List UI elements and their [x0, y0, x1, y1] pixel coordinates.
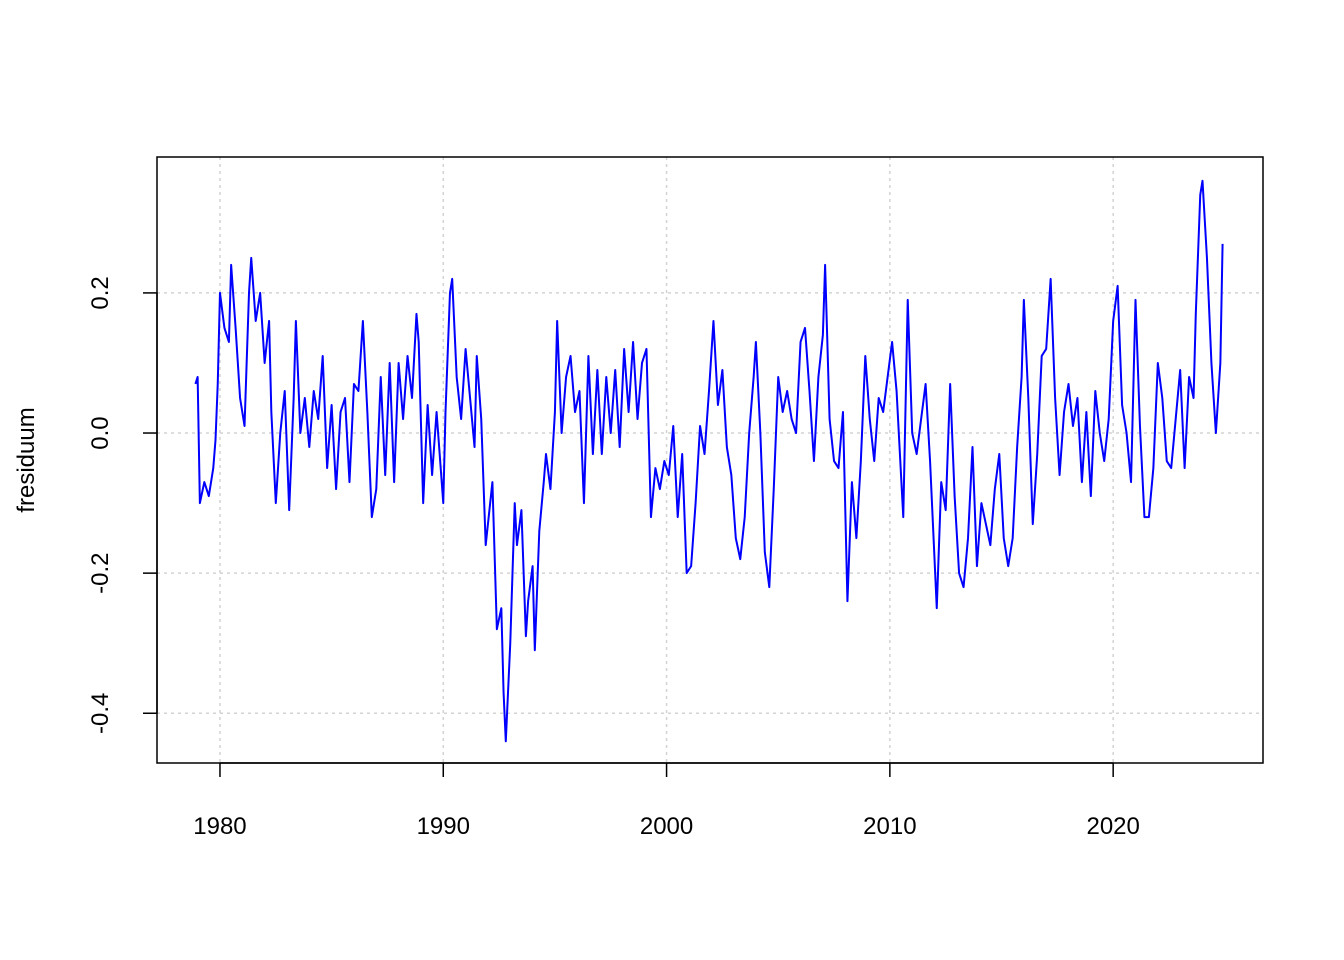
x-tick-label: 2020	[1086, 813, 1139, 840]
x-tick-label: 1980	[193, 813, 246, 840]
y-tick-label: 0.2	[87, 276, 114, 309]
x-tick-label: 2010	[863, 813, 916, 840]
x-tick-label: 2000	[640, 813, 693, 840]
data-line	[194, 179, 1224, 743]
x-tick-label: 1990	[417, 813, 470, 840]
y-axis-label: fresiduum	[13, 407, 40, 512]
y-tick-label: -0.4	[87, 693, 114, 734]
y-tick-label: 0.0	[87, 416, 114, 449]
y-tick-label: -0.2	[87, 552, 114, 593]
